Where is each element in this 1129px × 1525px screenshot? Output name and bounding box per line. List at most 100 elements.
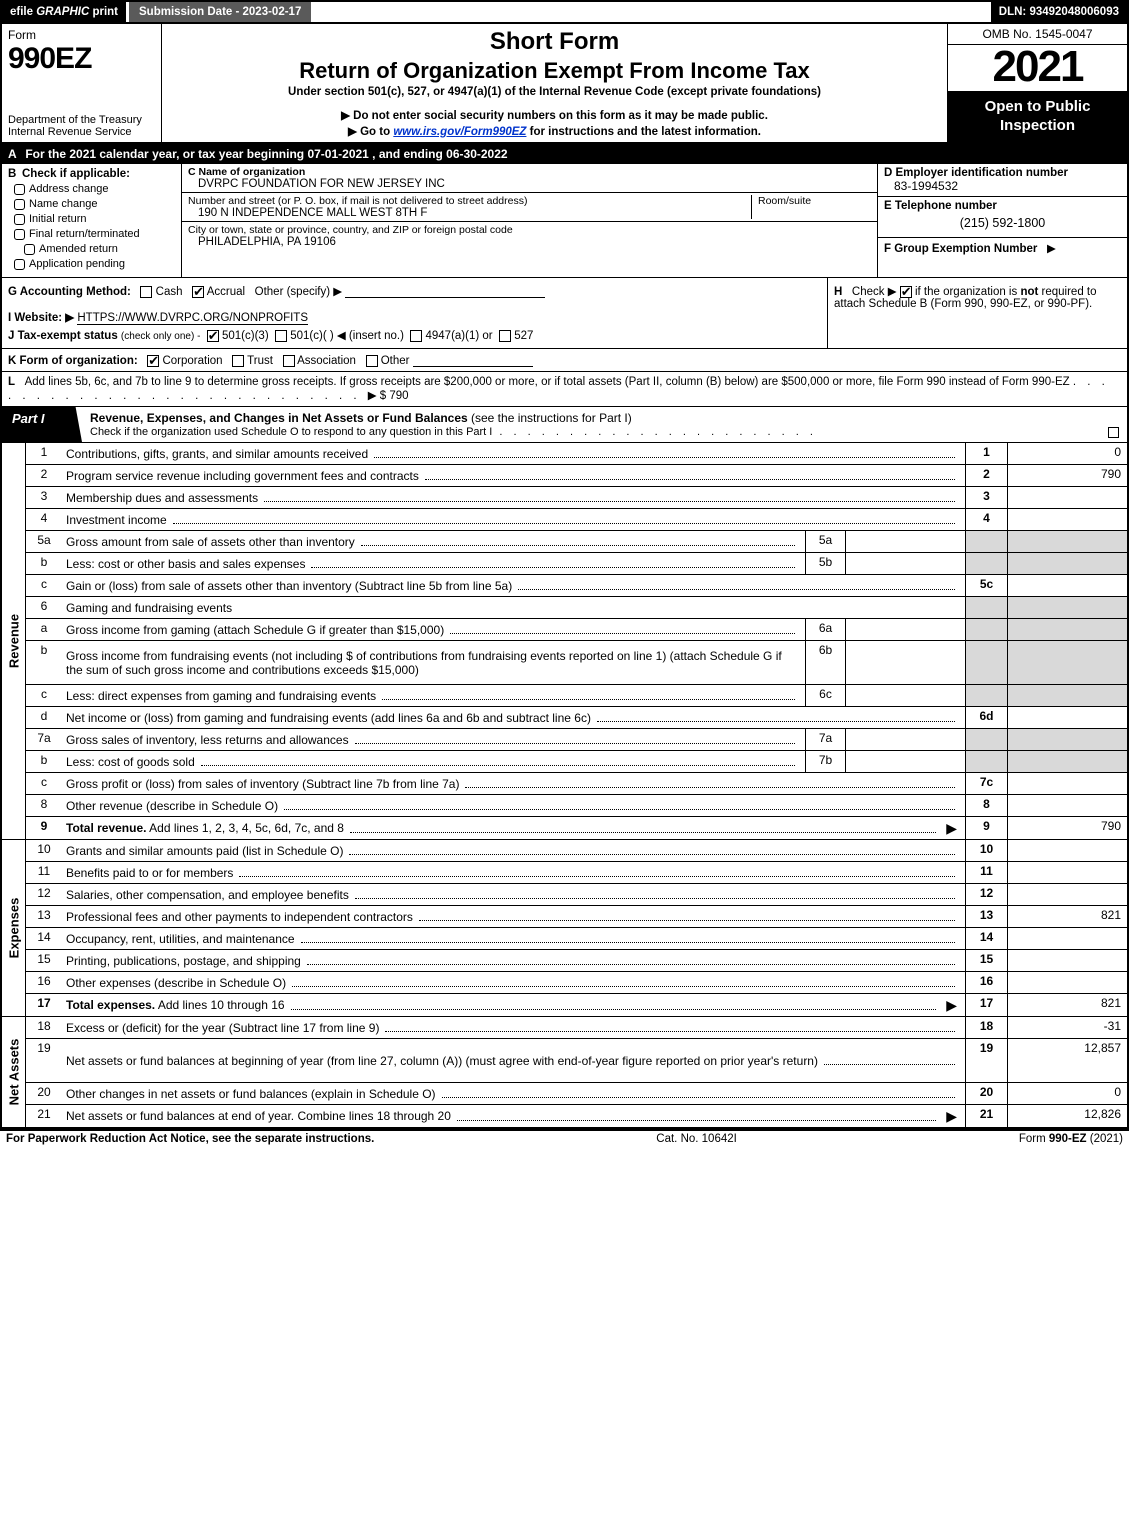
sub-line-value[interactable] [845, 751, 965, 773]
right-line-number [965, 641, 1007, 685]
line-number: 11 [26, 862, 62, 884]
checkbox-corp[interactable] [147, 355, 159, 367]
checkbox-501c[interactable] [275, 330, 287, 342]
efile-print-button[interactable]: efile GRAPHIC print [2, 2, 126, 22]
part-i-desc: Revenue, Expenses, and Changes in Net As… [82, 407, 1127, 442]
opt-application-pending[interactable]: Application pending [14, 258, 175, 270]
checkbox-cash[interactable] [140, 286, 152, 298]
opt-final-return[interactable]: Final return/terminated [14, 228, 175, 240]
checkbox-accrual[interactable] [192, 286, 204, 298]
line-number: c [26, 773, 62, 795]
checkbox-icon [14, 259, 25, 270]
line-row: 12Salaries, other compensation, and empl… [26, 884, 1127, 906]
right-line-number: 14 [965, 928, 1007, 950]
right-line-number: 12 [965, 884, 1007, 906]
right-line-value [1007, 840, 1127, 862]
city-label: City or town, state or province, country… [188, 224, 871, 236]
line-description: Grants and similar amounts paid (list in… [62, 840, 965, 862]
footer-mid: Cat. No. 10642I [656, 1133, 737, 1145]
right-line-value [1007, 575, 1127, 597]
checkbox-4947[interactable] [410, 330, 422, 342]
checkbox-other[interactable] [366, 355, 378, 367]
line-number: 7a [26, 729, 62, 751]
sub-line-value[interactable] [845, 685, 965, 707]
e-phone-row: E Telephone number (215) 592-1800 [878, 197, 1127, 238]
col-c-org-info: C Name of organization DVRPC FOUNDATION … [182, 164, 877, 277]
line-number: 1 [26, 443, 62, 465]
title-left: Form 990EZ Department of the Treasury In… [2, 24, 162, 142]
line-description: Program service revenue including govern… [62, 465, 965, 487]
g-cash: Cash [156, 286, 183, 298]
form-number: 990EZ [8, 42, 155, 76]
revenue-label-text: Revenue [6, 614, 21, 668]
line-description: Net income or (loss) from gaming and fun… [62, 707, 965, 729]
right-line-value [1007, 950, 1127, 972]
e-label: E Telephone number [884, 200, 1121, 212]
line-number: 6 [26, 597, 62, 619]
sub-line-value[interactable] [845, 531, 965, 553]
opt-name-change[interactable]: Name change [14, 198, 175, 210]
right-line-value: 0 [1007, 443, 1127, 465]
line-number: 12 [26, 884, 62, 906]
opt-amended-return[interactable]: Amended return [24, 243, 175, 255]
opt-initial-return[interactable]: Initial return [14, 213, 175, 225]
sub-line-number: 7b [805, 751, 845, 773]
opt-label: Initial return [29, 213, 86, 225]
l-amount: ▶ $ 790 [368, 390, 409, 402]
sub-line-value[interactable] [845, 553, 965, 575]
expenses-side-label: Expenses [2, 840, 26, 1016]
sub-line-number: 6b [805, 641, 845, 685]
line-number: 13 [26, 906, 62, 928]
col-def: D Employer identification number 83-1994… [877, 164, 1127, 277]
irs-link[interactable]: www.irs.gov/Form990EZ [393, 126, 526, 138]
right-line-number: 5c [965, 575, 1007, 597]
line-number: 5a [26, 531, 62, 553]
line-description: Less: cost of goods sold [62, 751, 805, 773]
right-line-value [1007, 619, 1127, 641]
right-line-value: 821 [1007, 906, 1127, 928]
checkbox-527[interactable] [499, 330, 511, 342]
line-description: Gaming and fundraising events [62, 597, 965, 619]
arrow-icon: ▶ [1047, 243, 1056, 255]
checkbox-icon [24, 244, 35, 255]
checkbox-scheduleb[interactable] [900, 286, 912, 298]
k-other-blank[interactable] [413, 353, 533, 367]
g-other-blank[interactable] [345, 284, 545, 298]
sub-line-value[interactable] [845, 619, 965, 641]
header-info-block: BCheck if applicable: Address change Nam… [2, 164, 1127, 278]
checkbox-assoc[interactable] [283, 355, 295, 367]
line-number: 9 [26, 817, 62, 839]
line-row: bLess: cost or other basis and sales exp… [26, 553, 1127, 575]
website-link[interactable]: HTTPS://WWW.DVRPC.ORG/NONPROFITS [77, 312, 308, 325]
line-description: Salaries, other compensation, and employ… [62, 884, 965, 906]
line-row: bLess: cost of goods sold7b [26, 751, 1127, 773]
right-line-number: 21 [965, 1105, 1007, 1127]
footer-right: Form 990-EZ (2021) [1019, 1133, 1123, 1145]
right-line-value [1007, 795, 1127, 817]
checkbox-trust[interactable] [232, 355, 244, 367]
line-description: Printing, publications, postage, and shi… [62, 950, 965, 972]
checkbox-schedule-o[interactable] [1108, 427, 1119, 438]
sub-line-value[interactable] [845, 641, 965, 685]
g-other: Other (specify) ▶ [255, 286, 342, 298]
line-row: aGross income from gaming (attach Schedu… [26, 619, 1127, 641]
line-description: Excess or (deficit) for the year (Subtra… [62, 1017, 965, 1039]
title-mid: Short Form Return of Organization Exempt… [162, 24, 947, 142]
line-description: Benefits paid to or for members [62, 862, 965, 884]
right-line-value [1007, 531, 1127, 553]
topbar-spacer [311, 2, 990, 22]
h-post: if the organization is [915, 286, 1020, 298]
sub-line-value[interactable] [845, 729, 965, 751]
line-row: 3Membership dues and assessments3 [26, 487, 1127, 509]
right-line-value: 790 [1007, 817, 1127, 839]
addr-label: Number and street (or P. O. box, if mail… [188, 195, 751, 207]
right-line-number: 16 [965, 972, 1007, 994]
org-city: PHILADELPHIA, PA 19106 [188, 236, 871, 248]
right-line-number: 11 [965, 862, 1007, 884]
opt-address-change[interactable]: Address change [14, 183, 175, 195]
checkbox-501c3[interactable] [207, 330, 219, 342]
g-accounting: G Accounting Method: Cash Accrual Other … [2, 278, 827, 348]
line-row: 2Program service revenue including gover… [26, 465, 1127, 487]
line-row: 11Benefits paid to or for members11 [26, 862, 1127, 884]
j-sub: (check only one) - [121, 331, 200, 342]
